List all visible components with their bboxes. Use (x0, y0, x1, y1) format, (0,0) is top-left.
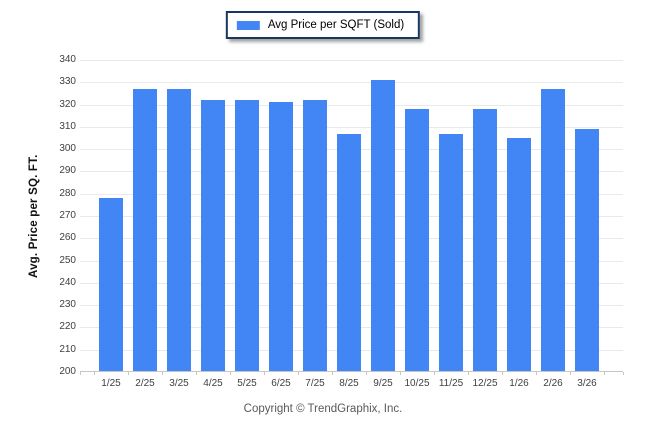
legend-label: Avg Price per SQFT (Sold) (267, 19, 405, 31)
bar (303, 100, 327, 371)
y-tick-label: 240 (59, 276, 76, 288)
y-tick-label: 270 (59, 210, 76, 221)
bar (133, 88, 157, 371)
axis-tick-mark (230, 372, 231, 375)
axis-tick-mark (623, 372, 624, 375)
x-axis-line (80, 371, 623, 372)
x-tick-label: 3/25 (169, 378, 189, 389)
axis-tick-mark (502, 372, 503, 375)
axis-tick-mark (332, 372, 333, 375)
y-tick-label: 290 (59, 165, 76, 177)
bar (201, 100, 225, 371)
y-tick-label: 260 (59, 232, 76, 244)
x-tick-label: 7/25 (305, 378, 325, 389)
copyright-text: Copyright © TrendGraphix, Inc. (243, 403, 403, 415)
y-tick-label: 320 (59, 98, 76, 110)
y-tick-label: 310 (59, 120, 76, 132)
bar (371, 80, 395, 371)
axis-tick-mark (196, 372, 197, 375)
bar (575, 129, 599, 371)
bar (507, 138, 531, 371)
y-tick-label: 200 (59, 366, 76, 377)
x-tick-label: 1/26 (509, 378, 529, 389)
bar (473, 109, 497, 371)
axis-tick-mark (94, 372, 95, 375)
axis-tick-mark (264, 372, 265, 375)
axis-tick-mark (80, 372, 81, 375)
y-tick-label: 330 (59, 76, 76, 88)
axis-tick-mark (536, 372, 537, 375)
y-tick-label: 340 (59, 54, 76, 65)
axis-tick-mark (434, 372, 435, 375)
x-tick-label: 11/25 (438, 378, 464, 389)
gridline (80, 126, 623, 128)
x-tick-label: 4/25 (203, 378, 223, 389)
axis-tick-mark (128, 372, 129, 375)
legend-box: Avg Price per SQFT (Sold) (225, 11, 421, 39)
axis-tick-mark (400, 372, 401, 375)
bar (235, 100, 259, 371)
legend-swatch-icon (236, 20, 260, 30)
bar (337, 133, 361, 371)
axis-tick-mark (570, 372, 571, 375)
bar (99, 198, 123, 371)
x-tick-label: 5/25 (237, 378, 257, 389)
y-tick-label: 220 (59, 321, 76, 333)
axis-tick-mark (162, 372, 163, 375)
gridline (80, 82, 623, 84)
x-tick-label: 1/25 (101, 378, 121, 389)
y-tick-label: 210 (59, 343, 76, 355)
bar (541, 88, 565, 371)
y-tick-label: 230 (59, 299, 76, 311)
axis-tick-mark (298, 372, 299, 375)
x-tick-label: 12/25 (472, 378, 498, 389)
gridline (80, 104, 623, 106)
y-tick-label: 300 (59, 143, 76, 155)
y-axis-title: Avg. Price per SQ. FT. (28, 154, 40, 278)
axis-tick-mark (366, 372, 367, 375)
axis-tick-mark (468, 372, 469, 375)
x-tick-label: 10/25 (404, 378, 430, 389)
axis-tick-mark (604, 372, 605, 375)
x-tick-label: 9/25 (373, 378, 393, 389)
bar (439, 133, 463, 371)
plot-area: 200 210 220 230 240 250 260 270 280 290 300 310 320 3… (59, 55, 624, 389)
x-tick-label: 3/26 (577, 378, 597, 389)
bar (269, 102, 293, 371)
bar (167, 88, 191, 371)
x-tick-label: 2/26 (543, 378, 563, 389)
y-tick-label: 250 (59, 254, 76, 266)
x-tick-label: 8/25 (339, 378, 359, 389)
x-tick-label: 2/25 (135, 378, 155, 389)
bar (405, 109, 429, 371)
gridline (80, 60, 623, 61)
x-tick-label: 6/25 (271, 378, 291, 389)
y-tick-label: 280 (59, 187, 76, 199)
